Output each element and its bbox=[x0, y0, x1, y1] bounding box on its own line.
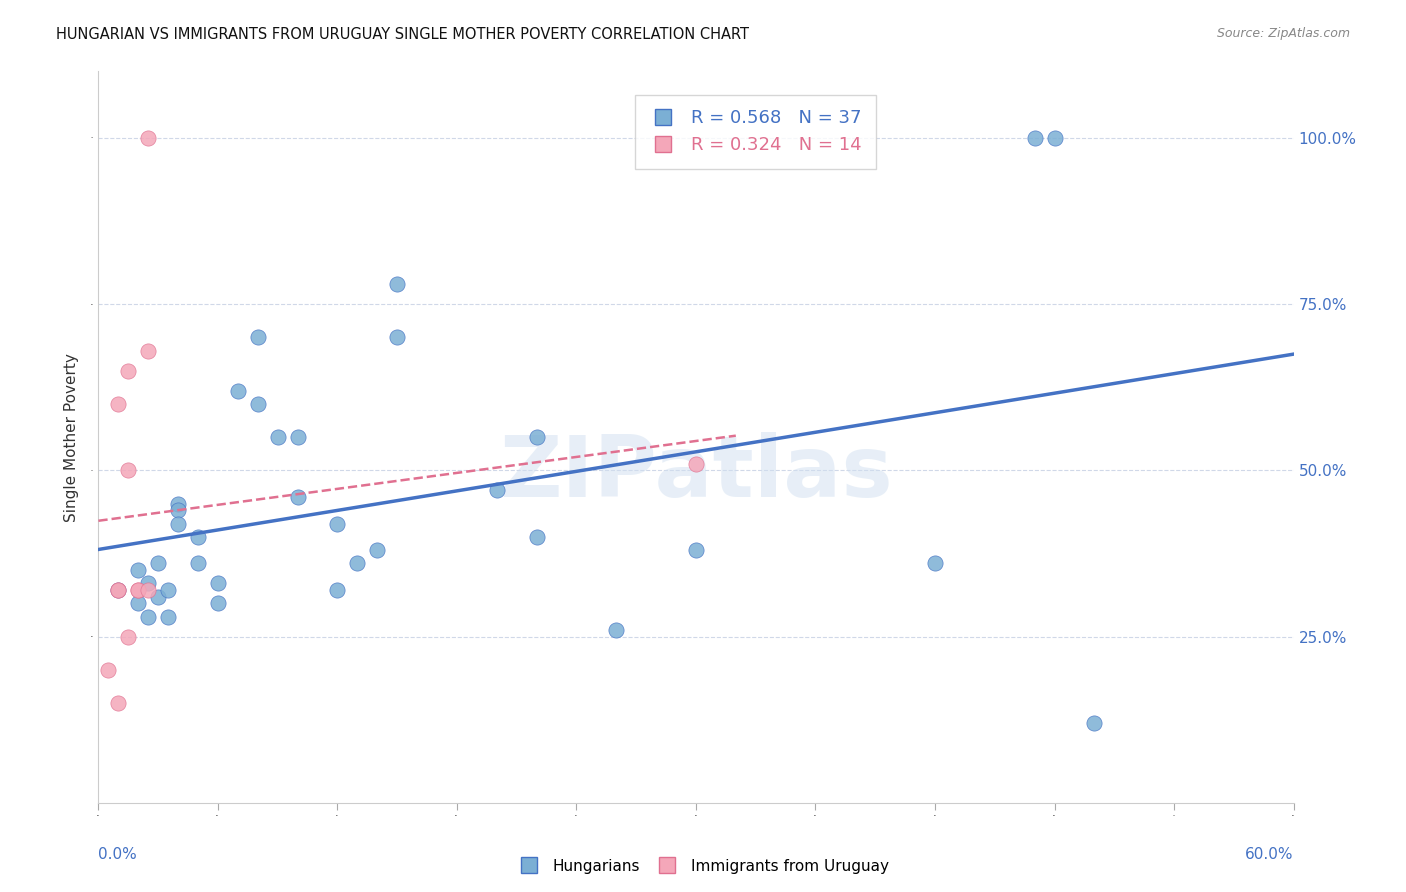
Point bbox=[136, 343, 159, 358]
Text: HUNGARIAN VS IMMIGRANTS FROM URUGUAY SINGLE MOTHER POVERTY CORRELATION CHART: HUNGARIAN VS IMMIGRANTS FROM URUGUAY SIN… bbox=[56, 27, 749, 42]
Point bbox=[117, 363, 139, 377]
Point bbox=[127, 582, 149, 597]
Point bbox=[187, 557, 209, 571]
Point bbox=[127, 596, 149, 610]
Point bbox=[157, 582, 180, 597]
Point bbox=[127, 563, 149, 577]
Y-axis label: Single Mother Poverty: Single Mother Poverty bbox=[65, 352, 79, 522]
Point bbox=[287, 490, 309, 504]
Point bbox=[385, 330, 409, 344]
Point bbox=[1024, 131, 1046, 145]
Point bbox=[148, 590, 170, 604]
Point bbox=[136, 609, 159, 624]
Legend: R = 0.568   N = 37, R = 0.324   N = 14: R = 0.568 N = 37, R = 0.324 N = 14 bbox=[636, 95, 876, 169]
Point bbox=[157, 609, 180, 624]
Point bbox=[226, 384, 249, 398]
Point bbox=[107, 582, 129, 597]
Point bbox=[287, 430, 309, 444]
Point bbox=[246, 397, 269, 411]
Point bbox=[167, 503, 190, 517]
Point bbox=[107, 397, 129, 411]
Point bbox=[526, 530, 548, 544]
Point bbox=[1043, 131, 1066, 145]
Point bbox=[167, 516, 190, 531]
Point bbox=[1083, 716, 1105, 731]
Point bbox=[107, 696, 129, 710]
Point bbox=[136, 131, 159, 145]
Point bbox=[167, 497, 190, 511]
Point bbox=[117, 630, 139, 644]
Point bbox=[326, 516, 349, 531]
Point bbox=[366, 543, 388, 558]
Text: ZIPatlas: ZIPatlas bbox=[499, 432, 893, 516]
Point bbox=[526, 430, 548, 444]
Point bbox=[685, 457, 707, 471]
Point bbox=[187, 530, 209, 544]
Text: 0.0%: 0.0% bbox=[98, 847, 138, 862]
Point bbox=[136, 582, 159, 597]
Point bbox=[127, 582, 149, 597]
Point bbox=[148, 557, 170, 571]
Point bbox=[605, 623, 627, 637]
Point bbox=[246, 330, 269, 344]
Point bbox=[385, 277, 409, 292]
Text: Source: ZipAtlas.com: Source: ZipAtlas.com bbox=[1216, 27, 1350, 40]
Point bbox=[685, 543, 707, 558]
Point bbox=[326, 582, 349, 597]
Point bbox=[267, 430, 290, 444]
Point bbox=[107, 582, 129, 597]
Point bbox=[346, 557, 368, 571]
Point bbox=[97, 663, 120, 677]
Point bbox=[924, 557, 946, 571]
Point bbox=[117, 463, 139, 477]
Point bbox=[485, 483, 508, 498]
Legend: Hungarians, Immigrants from Uruguay: Hungarians, Immigrants from Uruguay bbox=[512, 853, 894, 880]
Point bbox=[207, 576, 229, 591]
Point bbox=[136, 576, 159, 591]
Point bbox=[207, 596, 229, 610]
Point bbox=[107, 582, 129, 597]
Text: 60.0%: 60.0% bbox=[1246, 847, 1294, 862]
